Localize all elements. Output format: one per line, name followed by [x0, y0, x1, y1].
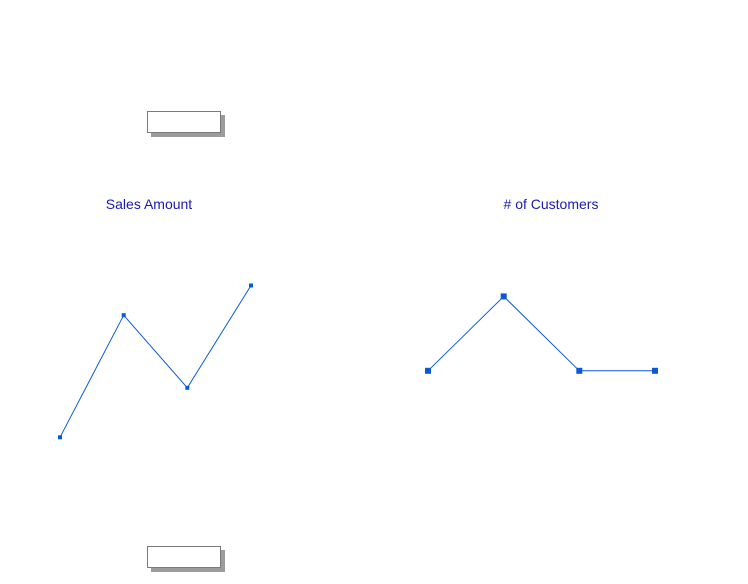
sales-amount-chart: [58, 283, 253, 440]
data-point-1: [58, 435, 62, 440]
series-line: [427, 295, 655, 372]
data-point-2: [500, 293, 507, 300]
chart-title-customers: # of Customers: [503, 196, 599, 212]
data-point-3: [185, 385, 190, 390]
footer-box: [147, 546, 221, 568]
data-point-1: [425, 367, 431, 374]
data-point-2: [121, 313, 126, 318]
data-point-3: [576, 367, 583, 374]
customers-chart: [425, 293, 658, 374]
data-point-4: [652, 367, 658, 374]
header-box: [147, 111, 221, 133]
series-line: [59, 285, 252, 438]
data-point-4: [249, 283, 253, 288]
chart-title-sales-amount: Sales Amount: [105, 196, 193, 212]
